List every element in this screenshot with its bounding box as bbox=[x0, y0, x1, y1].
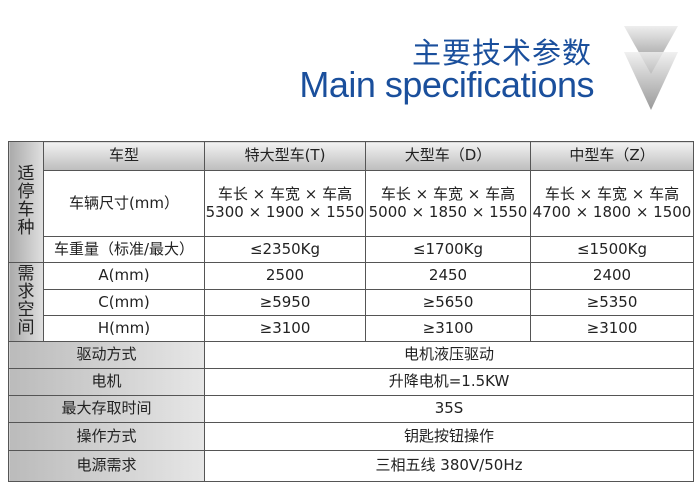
space-label: C(mm) bbox=[43, 289, 205, 316]
space-value: ≥3100 bbox=[204, 315, 366, 342]
space-value: 2400 bbox=[530, 262, 694, 290]
general-value: 钥匙按钮操作 bbox=[204, 422, 694, 451]
weight-label: 车重量（标准/最大） bbox=[43, 236, 205, 263]
weight-t: ≤2350Kg bbox=[204, 236, 366, 263]
title-chinese: 主要技术参数 bbox=[411, 36, 592, 70]
space-value: ≥3100 bbox=[530, 315, 694, 342]
group-space-label: 需求空间 bbox=[8, 262, 44, 342]
dims-z: 车长 × 车宽 × 车高 4700 × 1800 × 1500 bbox=[530, 170, 694, 237]
group-vehicle-label: 适停车种 bbox=[8, 141, 44, 263]
general-value: 电机液压驱动 bbox=[204, 341, 694, 369]
space-value: 2500 bbox=[204, 262, 366, 290]
space-value: ≥5350 bbox=[530, 289, 694, 316]
space-value: 2450 bbox=[365, 262, 531, 290]
title-english: Main specifications bbox=[299, 64, 594, 105]
col-header-t: 特大型车(T) bbox=[204, 141, 366, 171]
space-label: H(mm) bbox=[43, 315, 205, 342]
space-label: A(mm) bbox=[43, 262, 205, 290]
general-value: 升降电机=1.5KW bbox=[204, 368, 694, 396]
general-label: 操作方式 bbox=[8, 422, 205, 451]
dims-d: 车长 × 车宽 × 车高 5000 × 1850 × 1550 bbox=[365, 170, 531, 237]
general-value: 35S bbox=[204, 395, 694, 423]
dims-t: 车长 × 车宽 × 车高 5300 × 1900 × 1550 bbox=[204, 170, 366, 237]
general-value: 三相五线 380V/50Hz bbox=[204, 450, 694, 482]
weight-d: ≤1700Kg bbox=[365, 236, 531, 263]
space-value: ≥5650 bbox=[365, 289, 531, 316]
space-value: ≥5950 bbox=[204, 289, 366, 316]
down-triangle-icon bbox=[624, 26, 678, 110]
dims-label: 车辆尺寸(mm） bbox=[43, 170, 205, 237]
space-value: ≥3100 bbox=[365, 315, 531, 342]
general-label: 最大存取时间 bbox=[8, 395, 205, 423]
col-header-z: 中型车（Z） bbox=[530, 141, 694, 171]
col-header-type: 车型 bbox=[43, 141, 205, 171]
general-label: 电源需求 bbox=[8, 450, 205, 482]
general-label: 驱动方式 bbox=[8, 341, 205, 369]
col-header-d: 大型车（D） bbox=[365, 141, 531, 171]
general-label: 电机 bbox=[8, 368, 205, 396]
weight-z: ≤1500Kg bbox=[530, 236, 694, 263]
spec-table: 适停车种 车型 特大型车(T) 大型车（D） 中型车（Z） 车辆尺寸(mm） 车… bbox=[8, 141, 694, 482]
